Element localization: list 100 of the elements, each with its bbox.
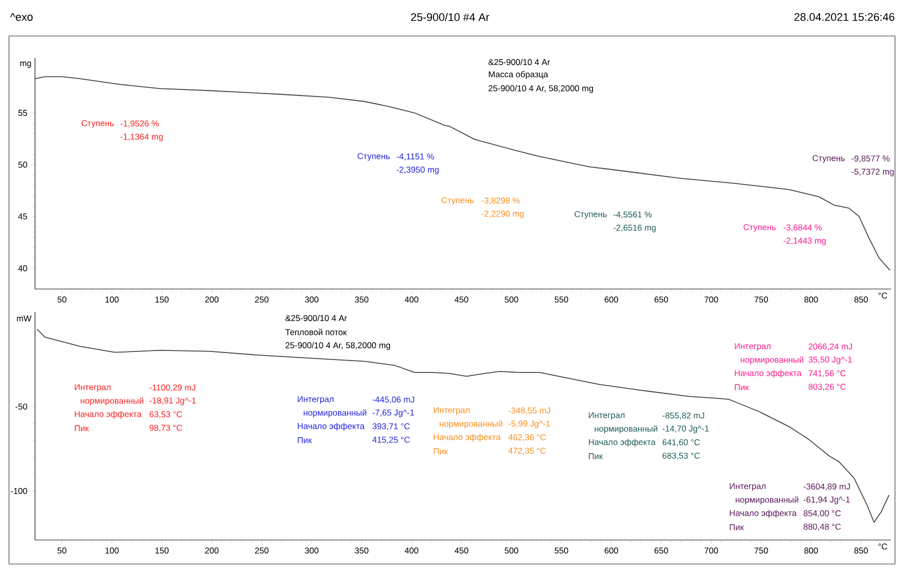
annotation: 803,26 °C [808, 384, 846, 391]
x-tick-label: 800 [804, 296, 818, 303]
x-tick-label: 550 [554, 296, 568, 303]
x-tick-label: 400 [404, 548, 418, 554]
annotation: -3,8298 % [482, 197, 520, 204]
annotation: Интеграл [730, 483, 766, 491]
x-tick-label: 300 [304, 296, 318, 303]
annotation: 415,25 °C [372, 436, 410, 444]
annotation: -2,3950 mg [396, 166, 439, 174]
x-tick-label: 850 [854, 296, 868, 303]
x-tick-label: 700 [704, 296, 718, 303]
annotation: Ступень [574, 211, 607, 219]
annotation: 741,56 °C [808, 370, 846, 378]
y-tick-label: 50 [18, 162, 28, 168]
x-tick-label: 800 [804, 548, 818, 554]
x-tick-label: 250 [255, 296, 268, 303]
annotation: 63,53 °C [150, 411, 182, 418]
annotation: Пик [74, 425, 89, 432]
annotation: Пик [298, 437, 312, 444]
annotation: &25-900/10 4 Ar [488, 58, 550, 66]
x-tick-label: 450 [454, 296, 468, 303]
y-tick-label: 40 [18, 265, 28, 272]
annotation: Начало эффекта [434, 434, 501, 442]
x-tick-label: 850 [854, 548, 868, 554]
annotation: Пик [588, 453, 603, 460]
annotation: -4,5561 % [614, 211, 652, 218]
x-tick-label: 350 [354, 548, 368, 554]
x-tick-label: 300 [304, 548, 318, 554]
annotation: -18,91 Jg^-1 [150, 398, 196, 406]
x-tick-label: 200 [205, 296, 219, 303]
annotation: -3,6844 % [784, 224, 822, 232]
annotation: 880,48 °C [804, 524, 841, 531]
annotation: нормированный [736, 496, 798, 504]
x-tick-label: 750 [754, 296, 768, 303]
x-tick-label: 650 [654, 548, 668, 554]
text: 28.04.2021 15:26:46 [794, 13, 894, 21]
annotation: 472,35 °C [508, 448, 546, 455]
x-tick-label: 400 [404, 296, 418, 303]
annotation: Пик [730, 524, 744, 530]
annotation: 25-900/10 4 Ar, 58,2000 mg [488, 85, 594, 93]
x-tick-label: 350 [354, 296, 368, 303]
annotation: Ступень [358, 153, 390, 161]
y-axis-title: mg [20, 62, 31, 68]
annotation: -1,9526 % [120, 120, 159, 128]
annotation: 2066,24 mJ [808, 343, 852, 351]
x-tick-label: 650 [654, 296, 668, 303]
annotation: 393,71 °C [372, 423, 410, 430]
annotation: нормированный [740, 356, 804, 364]
y-tick-label: 45 [18, 214, 28, 220]
annotation: нормированный [304, 409, 366, 418]
x-tick-label: 550 [554, 548, 568, 554]
line-series [36, 328, 890, 523]
annotation: -3604,89 mJ [804, 483, 850, 491]
annotation: Ступень [744, 224, 776, 232]
x-tick-label: 600 [604, 548, 618, 554]
annotation: Ступень [442, 197, 474, 205]
annotation: -61,94 Jg^-1 [804, 496, 850, 504]
annotation: Интеграл [298, 396, 334, 404]
annotation: &25-900/10 4 Ar [286, 314, 347, 322]
y-tick-label: -50 [16, 404, 28, 410]
annotation: -2,1443 mg [784, 238, 826, 246]
x-tick-label: 600 [604, 296, 618, 303]
annotation: Пик [734, 384, 749, 390]
x-tick-label: 50 [58, 548, 66, 554]
x-tick-label: 150 [155, 296, 169, 303]
annotation: -7,65 Jg^-1 [372, 410, 414, 418]
x-axis-title: °C [878, 544, 888, 550]
annotation: Пик [434, 448, 448, 454]
annotation: Интеграл [434, 407, 470, 415]
annotation: -1100,29 mJ [150, 384, 196, 392]
annotation: -14,70 Jg^-1 [662, 426, 709, 434]
annotation: Тепловой поток [285, 328, 347, 336]
annotation: -855,82 mJ [662, 412, 704, 420]
x-axis-title: °C [878, 292, 888, 299]
x-tick-label: 150 [155, 548, 169, 554]
annotation: Начало эффекта [74, 410, 142, 419]
annotation: 854,00 °C [804, 510, 841, 518]
annotation: -445,06 mJ [372, 396, 414, 404]
annotation: Ступень [82, 120, 114, 128]
x-tick-label: 500 [504, 548, 518, 554]
annotation: -2,2290 mg [482, 210, 524, 218]
x-tick-label: 200 [205, 548, 219, 554]
y-tick-label: -100 [10, 488, 28, 494]
text: ^exo [10, 13, 33, 21]
annotation: -9,8577 % [852, 155, 890, 162]
annotation: 35,50 Jg^-1 [808, 356, 852, 364]
annotation: нормированный [594, 425, 658, 434]
x-tick-label: 700 [704, 548, 718, 554]
annotation: Ступень [812, 155, 845, 163]
x-tick-label: 250 [255, 548, 268, 554]
y-axis-title: mW [16, 316, 32, 322]
annotation: Интеграл [74, 384, 110, 392]
x-tick-label: 750 [754, 548, 768, 554]
annotation: -2,6516 mg [614, 224, 656, 232]
annotation: Масса образца [488, 70, 548, 79]
annotation: 641,60 °C [662, 439, 700, 446]
annotation: 683,53 °C [662, 452, 700, 460]
annotation: Начало эффекта [298, 422, 365, 431]
annotation: Интеграл [588, 412, 624, 420]
annotation: 462,36 °C [508, 434, 546, 442]
